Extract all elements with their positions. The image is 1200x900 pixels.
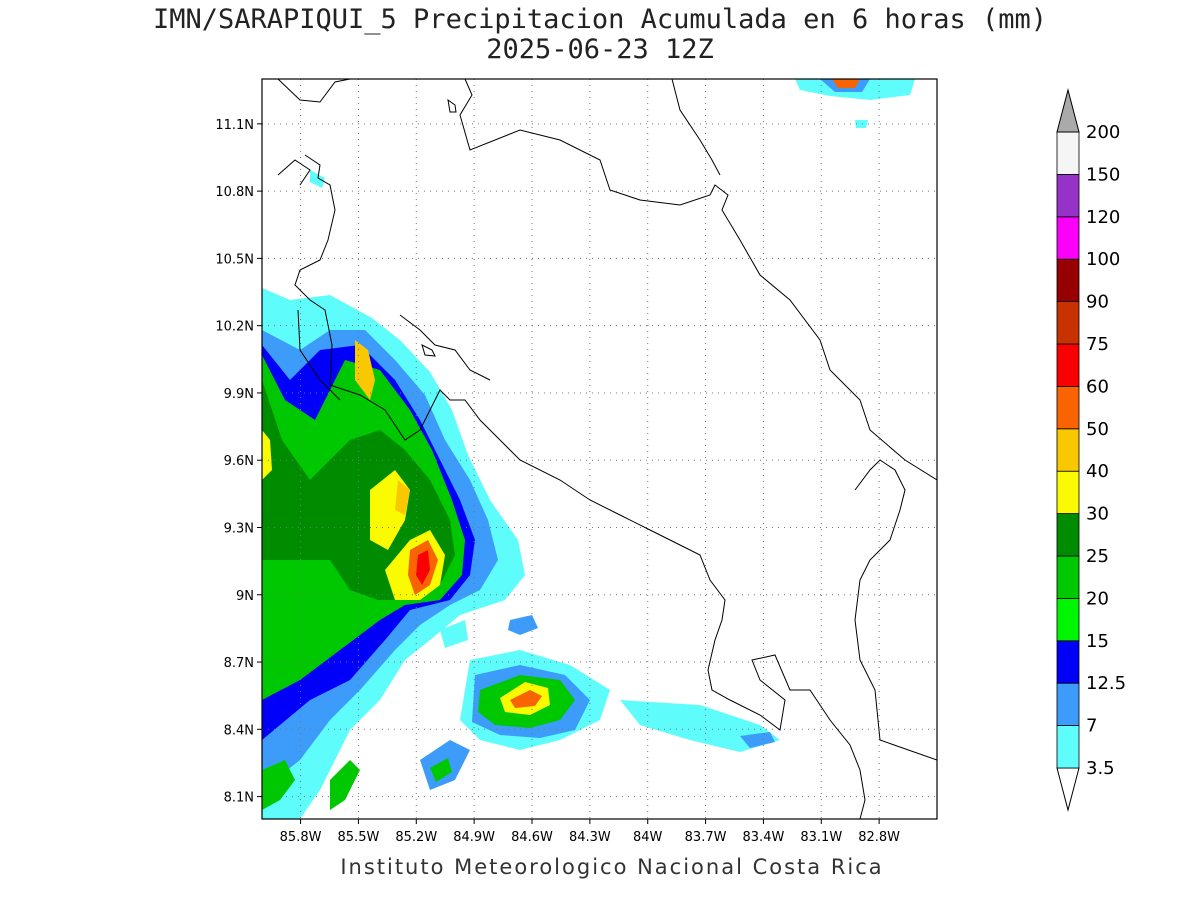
colorbar-swatch [1056,470,1080,515]
map-title: IMN/SARAPIQUI_5 Precipitacion Acumulada … [152,4,1048,35]
colorbar-label: 20 [1086,588,1109,609]
colorbar-label: 120 [1086,207,1120,228]
map-frame [261,78,938,820]
longitude-axis: 85.8W 85.5W 85.2W 84.9W 84.6W 84.3W 84W 83.7W 83… [280,819,900,845]
colorbar-swatch [1056,513,1080,557]
lon-tick-label: 83.1W [800,830,842,845]
lat-tick-label: 11.1N [215,118,254,133]
colorbar-label: 200 [1086,122,1120,143]
colorbar-swatch [1056,173,1080,218]
lon-tick-label: 85.5W [338,830,380,845]
colorbar-swatch [1056,343,1080,387]
lon-tick-label: 84.3W [569,830,611,845]
lat-tick-label: 9N [236,589,254,604]
lat-tick-label: 10.2N [215,320,254,335]
colorbar-swatch [1056,216,1080,260]
lat-tick-label: 8.1N [224,791,254,806]
colorbar-swatch [1056,725,1080,769]
colorbar-label: 75 [1086,334,1109,355]
colorbar-swatch [1056,555,1080,599]
colorbar-swatch [1056,428,1080,472]
lon-tick-label: 84W [633,830,663,845]
lat-tick-label: 8.4N [224,723,254,738]
colorbar-label: 40 [1086,461,1109,482]
footer-credit: Instituto Meteorologico Nacional Costa R… [340,855,884,879]
colorbar-label: 90 [1086,292,1109,313]
colorbar-swatch [1056,385,1080,430]
lon-tick-label: 84.6W [511,830,553,845]
colorbar-label: 25 [1086,546,1109,567]
colorbar-label: 60 [1086,376,1109,397]
colorbar-swatch [1056,131,1080,175]
colorbar-label: 30 [1086,504,1109,525]
lat-tick-label: 10.5N [215,252,254,267]
colorbar-label: 7 [1086,716,1097,737]
lon-tick-label: 84.9W [453,830,495,845]
lon-tick-label: 82.8W [858,830,900,845]
coastline-borders [277,79,937,819]
colorbar-upper-extension [1056,88,1080,133]
colorbar-label: 100 [1086,249,1120,270]
colorbar-swatch [1056,640,1080,684]
colorbar-swatch [1056,301,1080,345]
colorbar-swatch [1056,682,1080,727]
colorbar-swatch [1056,598,1080,642]
colorbar-label: 15 [1086,631,1109,652]
lon-tick-label: 83.4W [743,830,785,845]
lat-tick-label: 9.9N [224,387,254,402]
lon-tick-label: 85.8W [280,830,322,845]
colorbar-label: 50 [1086,419,1109,440]
lat-tick-label: 10.8N [215,185,254,200]
lat-tick-label: 9.3N [224,521,254,536]
lat-tick-label: 8.7N [224,656,254,671]
lon-tick-label: 83.7W [685,830,727,845]
lat-tick-label: 9.6N [224,454,254,469]
colorbar: 3.5 7 12.5 15 20 25 30 40 50 60 75 90 100 120 150 200 [1056,88,1126,812]
colorbar-swatch [1056,258,1080,303]
colorbar-label: 12.5 [1086,673,1126,694]
map-subtitle-datetime: 2025-06-23 12Z [486,34,714,65]
precipitation-field [262,79,915,819]
latitude-axis: 11.1N 10.8N 10.5N 10.2N 9.9N 9.6N 9.3N 9N 8.7N 8.… [215,118,262,806]
lon-tick-label: 85.2W [395,830,437,845]
colorbar-lower-extension [1056,767,1080,812]
colorbar-label: 150 [1086,164,1120,185]
colorbar-label: 3.5 [1086,758,1115,779]
